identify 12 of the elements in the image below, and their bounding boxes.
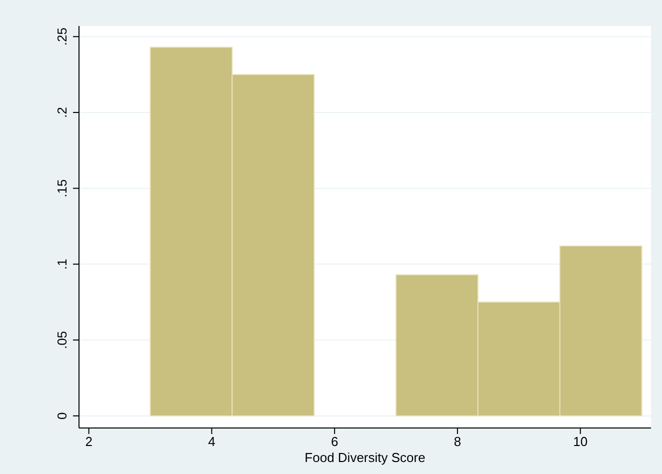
y-tick-label: .25 [54,28,70,46]
x-tick-label: 4 [208,434,216,450]
x-tick-label: 2 [85,434,92,450]
x-tick-label: 6 [330,434,338,450]
y-tick-label: .05 [54,330,70,350]
x-axis-title: Food Diversity Score [304,450,426,465]
y-tick-label: .1 [54,258,70,270]
y-tick-label: .15 [54,179,70,198]
y-tick-label: .2 [54,107,70,118]
x-tick-label: 10 [573,434,588,450]
x-tick-label: 8 [454,434,462,450]
y-tick-label: 0 [54,412,70,420]
